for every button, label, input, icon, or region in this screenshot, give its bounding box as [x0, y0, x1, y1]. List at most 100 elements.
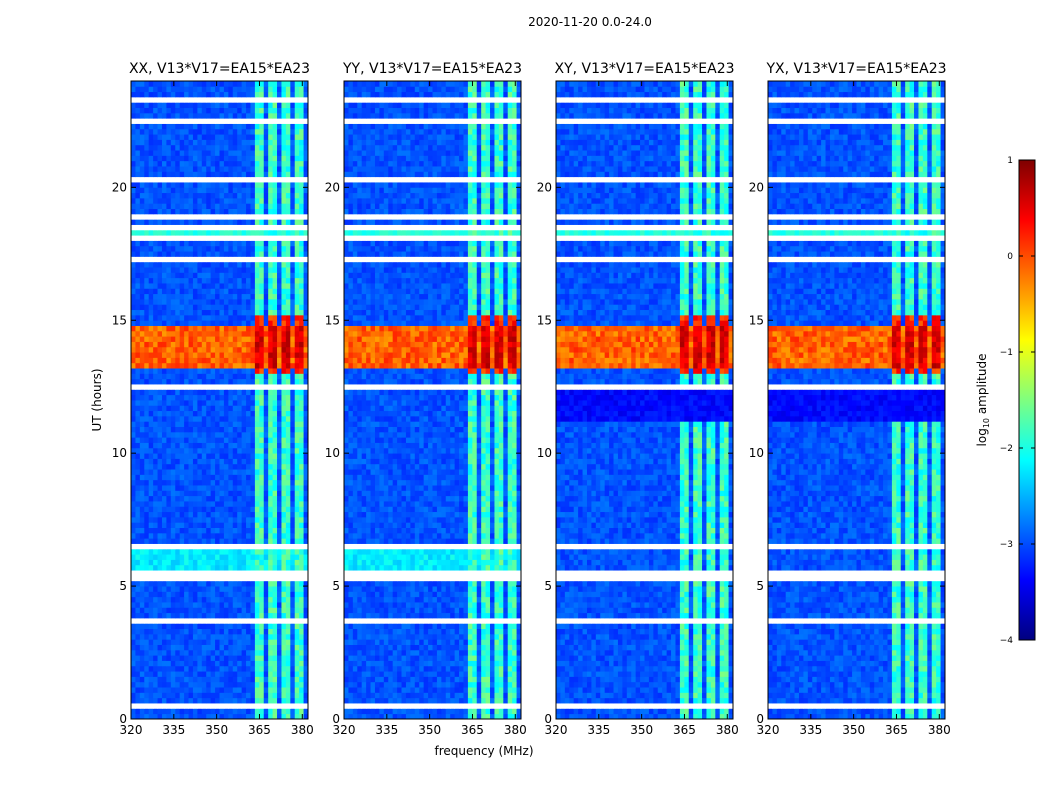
heatmap-cell — [268, 331, 273, 337]
heatmap-cell — [268, 682, 273, 688]
heatmap-cell — [197, 118, 202, 124]
heatmap-cell — [197, 357, 202, 363]
heatmap-cell — [273, 565, 278, 571]
heatmap-cell — [140, 661, 145, 667]
heatmap-cell — [246, 437, 251, 443]
heatmap-cell — [290, 490, 295, 496]
heatmap-cell — [273, 129, 278, 135]
heatmap-cell — [286, 618, 291, 624]
heatmap-cell — [233, 453, 238, 459]
heatmap-cell — [202, 389, 207, 395]
heatmap-cell — [290, 342, 295, 348]
heatmap-cell — [242, 256, 247, 262]
heatmap-cell — [153, 480, 158, 486]
heatmap-cell — [233, 474, 238, 480]
heatmap-cell — [184, 458, 189, 464]
heatmap-cell — [299, 352, 304, 358]
heatmap-cell — [255, 171, 260, 177]
heatmap-cell — [264, 427, 269, 433]
heatmap-cell — [206, 655, 211, 661]
heatmap-cell — [220, 570, 225, 576]
heatmap-cell — [202, 517, 207, 523]
heatmap-cell — [175, 86, 180, 92]
heatmap-cell — [250, 288, 255, 294]
heatmap-cell — [286, 671, 291, 677]
heatmap-cell — [197, 437, 202, 443]
heatmap-cell — [202, 480, 207, 486]
heatmap-cell — [273, 166, 278, 172]
heatmap-cell — [215, 166, 220, 172]
heatmap-cell — [295, 650, 300, 656]
heatmap-cell — [228, 124, 233, 130]
heatmap-cell — [206, 474, 211, 480]
heatmap-cell — [224, 187, 229, 193]
heatmap-cell — [224, 496, 229, 502]
heatmap-cell — [131, 687, 136, 693]
heatmap-cell — [242, 474, 247, 480]
heatmap-cell — [268, 528, 273, 534]
heatmap-cell — [135, 501, 140, 507]
heatmap-cell — [242, 214, 247, 220]
heatmap-cell — [468, 698, 473, 704]
heatmap-cell — [286, 145, 291, 151]
heatmap-cell — [273, 560, 278, 566]
heatmap-cell — [299, 326, 304, 332]
heatmap-cell — [153, 113, 158, 119]
heatmap-cell — [131, 379, 136, 385]
heatmap-cell — [211, 528, 216, 534]
heatmap-cell — [158, 517, 163, 523]
heatmap-cell — [171, 661, 176, 667]
heatmap-cell — [459, 703, 464, 709]
heatmap-cell — [162, 554, 167, 560]
heatmap-cell — [286, 629, 291, 635]
heatmap-cell — [255, 549, 260, 555]
heatmap-cell — [144, 544, 149, 550]
heatmap-cell — [299, 645, 304, 651]
heatmap-cell — [255, 118, 260, 124]
heatmap-cell — [220, 129, 225, 135]
heatmap-cell — [264, 177, 269, 183]
heatmap-cell — [206, 310, 211, 316]
heatmap-cell — [166, 581, 171, 587]
heatmap-cell — [211, 458, 216, 464]
heatmap-cell — [264, 357, 269, 363]
heatmap-cell — [202, 581, 207, 587]
heatmap-cell — [264, 267, 269, 273]
heatmap-cell — [166, 538, 171, 544]
heatmap-cell — [202, 246, 207, 252]
heatmap-cell — [180, 357, 185, 363]
heatmap-cell — [273, 464, 278, 470]
heatmap-cell — [140, 485, 145, 491]
heatmap-cell — [242, 453, 247, 459]
heatmap-cell — [273, 629, 278, 635]
heatmap-cell — [171, 347, 176, 353]
heatmap-cell — [246, 443, 251, 449]
heatmap-cell — [290, 682, 295, 688]
heatmap-cell — [184, 368, 189, 374]
heatmap-cell — [149, 692, 154, 698]
heatmap-cell — [189, 363, 194, 369]
heatmap-cell — [166, 666, 171, 672]
heatmap-cell — [153, 368, 158, 374]
heatmap-cell — [197, 124, 202, 130]
heatmap-cell — [131, 161, 136, 167]
heatmap-cell — [180, 363, 185, 369]
heatmap-cell — [149, 496, 154, 502]
heatmap-cell — [273, 613, 278, 619]
heatmap-cell — [140, 629, 145, 635]
heatmap-cell — [166, 86, 171, 92]
heatmap-cell — [171, 501, 176, 507]
heatmap-cell — [290, 666, 295, 672]
heatmap-cell — [250, 241, 255, 247]
heatmap-cell — [375, 703, 380, 709]
heatmap-cell — [273, 645, 278, 651]
heatmap-cell — [259, 464, 264, 470]
heatmap-cell — [508, 698, 513, 704]
heatmap-cell — [255, 432, 260, 438]
heatmap-cell — [299, 634, 304, 640]
heatmap-cell — [193, 166, 198, 172]
heatmap-cell — [144, 575, 149, 581]
heatmap-cell — [193, 267, 198, 273]
heatmap-cell — [424, 698, 429, 704]
heatmap-cell — [206, 241, 211, 247]
